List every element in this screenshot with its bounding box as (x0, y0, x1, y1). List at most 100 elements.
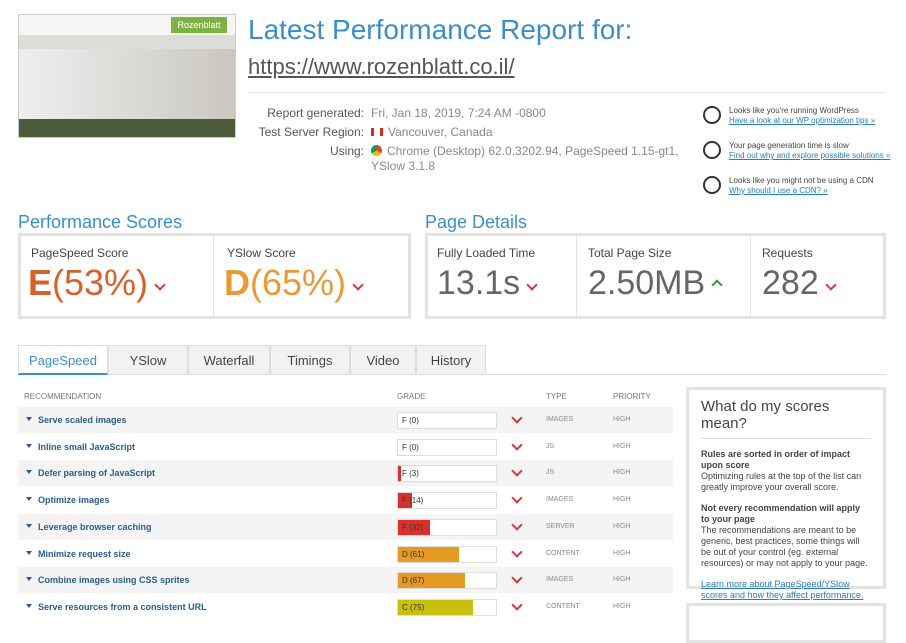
section-heading: Performance Scores (18, 212, 183, 232)
tip-icon (703, 141, 721, 159)
trend-icon (825, 279, 837, 291)
detail-text: 2.50MB (588, 264, 706, 302)
grade-bar (398, 519, 430, 535)
grade-box: F (32) (397, 518, 497, 536)
info-text: Chrome (Desktop) 62.0.3202.94, PageSpeed… (371, 144, 679, 173)
tip-text: Looks like you might not be using a CDN (729, 176, 874, 185)
flag (371, 128, 383, 136)
grade-chev (511, 572, 523, 584)
grade-box: C (75) (397, 598, 497, 616)
score-value: E(53%) (28, 262, 166, 304)
thumb-logo: Rozenblatt (171, 17, 227, 33)
expand-arrow (26, 470, 32, 475)
table-row: Leverage browser caching F (32) SERVER HIGH (18, 513, 673, 540)
grade-chev (511, 465, 523, 478)
table-row: Combine images using CSS sprites D (67) IM… (18, 567, 673, 594)
recommendation[interactable]: Inline small JavaScript (38, 441, 136, 452)
sidebar: What do my scores mean? Rules are sorted… (686, 387, 886, 600)
details-panel (425, 233, 886, 319)
sidebar-text: The recommendations are meant to be gene… (701, 525, 868, 568)
table-row: Defer parsing of JavaScript F (3) JS HIGH (18, 460, 673, 487)
rule-type: SERVER (546, 522, 575, 530)
sidebar-title: What do my scores mean? (701, 398, 871, 439)
rule-priority: HIGH (613, 576, 631, 584)
table-row: Minimize request size D (61) CONTENT HIGH (18, 540, 673, 567)
detail-divider (576, 236, 577, 316)
table-row: Serve scaled images F (0) IMAGES HIGH (18, 407, 673, 433)
thumbnail: Rozenblatt (18, 14, 236, 138)
recommendation[interactable]: Optimize images (38, 495, 110, 506)
sidebar-link[interactable]: Learn more about PageSpeed/YSlow scores … (701, 579, 864, 600)
tip-link[interactable]: Find out why and explore possible soluti… (729, 151, 891, 160)
grade-label: F (32) (402, 522, 424, 532)
grade-chev (511, 412, 523, 424)
detail-label: Requests (762, 246, 813, 260)
grade-chev (511, 545, 523, 558)
detail-label: Fully Loaded Time (437, 246, 536, 260)
rule-type: IMAGES (546, 576, 574, 584)
detail-divider (750, 236, 751, 316)
grade-box: F (14) (397, 492, 497, 510)
grade-chev (511, 439, 523, 451)
recommendation[interactable]: Serve scaled images (38, 415, 127, 425)
report-title: Latest Performance Report for: (248, 14, 633, 45)
grade-label: F (3) (402, 469, 419, 479)
detail-text: 13.1s (437, 264, 521, 302)
recommendation[interactable]: Defer parsing of JavaScript (38, 468, 156, 479)
trend-icon (526, 279, 538, 291)
tab[interactable]: History (416, 345, 486, 375)
grade-bar (398, 493, 412, 509)
sidebar-block: Not every recommendation will apply to y… (701, 503, 871, 569)
grade-label: D (67) (402, 576, 425, 586)
trend-icon (711, 279, 723, 291)
grade-bar (398, 466, 401, 482)
recommendation[interactable]: Serve resources from a consistent URL (38, 601, 207, 612)
score-chev (352, 279, 364, 292)
rule-type: IMAGES (546, 416, 574, 423)
score-panel (18, 233, 411, 319)
rule-type: JS (546, 442, 555, 450)
score-label: YSlow Score (227, 246, 296, 260)
sidebar-bold: Rules are sorted in order of impact upon… (701, 449, 851, 470)
tip-link[interactable]: Why should I use a CDN? » (729, 186, 828, 195)
table-row: Inline small JavaScript F (0) JS HIGH (18, 433, 673, 460)
recommendation[interactable]: Combine images using CSS sprites (38, 575, 190, 586)
rule-type: JS (546, 469, 555, 477)
rule-type: CONTENT (546, 602, 580, 610)
grade-box: F (3) (397, 465, 497, 483)
recommendation[interactable]: Minimize request size (38, 548, 131, 559)
grade-box: F (0) (397, 438, 497, 456)
sidebar-text: Optimizing rules at the top of the list … (701, 471, 862, 492)
thumb-footer (19, 119, 235, 137)
tab[interactable]: YSlow (108, 345, 188, 375)
score-value: D(65%) (224, 262, 364, 304)
tab[interactable]: PageSpeed (18, 345, 108, 375)
report-url[interactable]: https://www.rozenblatt.co.il/ (248, 54, 515, 79)
info-label: Test Server Region: (258, 125, 364, 139)
info-text: Vancouver, Canada (388, 125, 493, 139)
grade-label: D (61) (402, 549, 425, 559)
tip-text: Your page generation time is slow (729, 141, 849, 150)
expand-arrow (26, 443, 32, 448)
grade-box: D (61) (397, 545, 497, 563)
grade-label: C (75) (402, 602, 425, 612)
tab[interactable]: Video (350, 345, 416, 375)
grade-bar (398, 599, 473, 615)
info-label: Using: (329, 144, 364, 158)
grade-chev (511, 519, 523, 531)
score-percent: (53%) (52, 262, 149, 303)
recommendation[interactable]: Leverage browser caching (38, 521, 152, 532)
rule-priority: HIGH (613, 442, 631, 450)
grade-chev (511, 599, 523, 611)
tip-link[interactable]: Have a look at our WP optimization tips … (729, 116, 876, 125)
score-divider (213, 236, 214, 316)
column-header: TYPE (546, 392, 567, 401)
expand-arrow (26, 417, 32, 421)
info-value: Fri, Jan 18, 2019, 7:24 AM -0800 (371, 106, 681, 121)
tab[interactable]: Waterfall (188, 345, 270, 375)
tab[interactable]: Timings (270, 345, 350, 375)
expand-arrow (26, 603, 32, 608)
detail-text: 282 (762, 264, 819, 302)
score-label: PageSpeed Score (31, 246, 129, 260)
